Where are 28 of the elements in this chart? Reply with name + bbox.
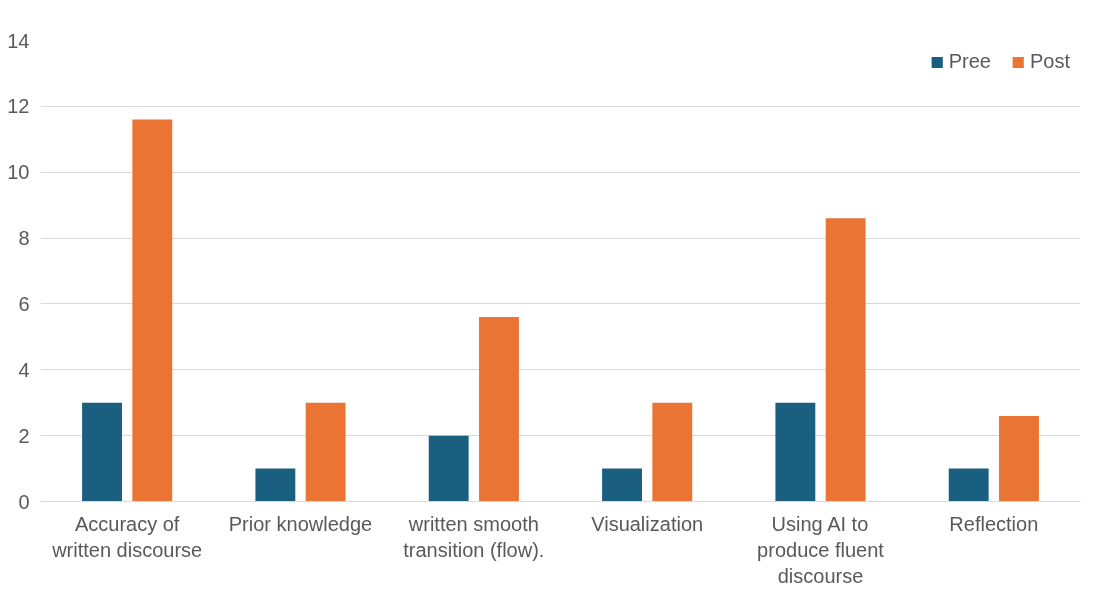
y-tick-label: 12 xyxy=(7,95,30,118)
bar xyxy=(602,468,642,502)
y-tick-label: 10 xyxy=(7,161,30,184)
bar xyxy=(428,435,469,502)
y-tick-label: 2 xyxy=(18,424,30,447)
legend-label: Post xyxy=(1029,50,1070,73)
bar xyxy=(775,402,816,502)
bar xyxy=(132,119,173,502)
bar xyxy=(825,218,866,502)
bar xyxy=(82,402,122,502)
x-tick-label: Visualization xyxy=(591,512,704,535)
legend-label: Pree xyxy=(948,50,991,73)
bar xyxy=(305,402,346,502)
y-tick-label: 6 xyxy=(18,292,30,315)
y-tick-label: 0 xyxy=(18,490,30,513)
bar xyxy=(255,468,296,502)
x-tick-label: written smooth transition (flow). xyxy=(403,512,545,561)
y-tick-label: 4 xyxy=(18,358,30,381)
bar xyxy=(999,415,1039,502)
x-tick-label: Prior knowledge xyxy=(228,512,373,535)
x-tick-label: Accuracy of written discourse xyxy=(51,512,203,561)
bar xyxy=(479,317,519,502)
y-tick-label: 14 xyxy=(7,29,30,52)
x-tick-label: Reflection xyxy=(949,512,1039,535)
bar xyxy=(948,468,989,502)
x-tick-label: Using AI to produce fluent discourse xyxy=(757,512,885,588)
bar xyxy=(652,402,693,502)
y-tick-label: 8 xyxy=(18,227,30,250)
